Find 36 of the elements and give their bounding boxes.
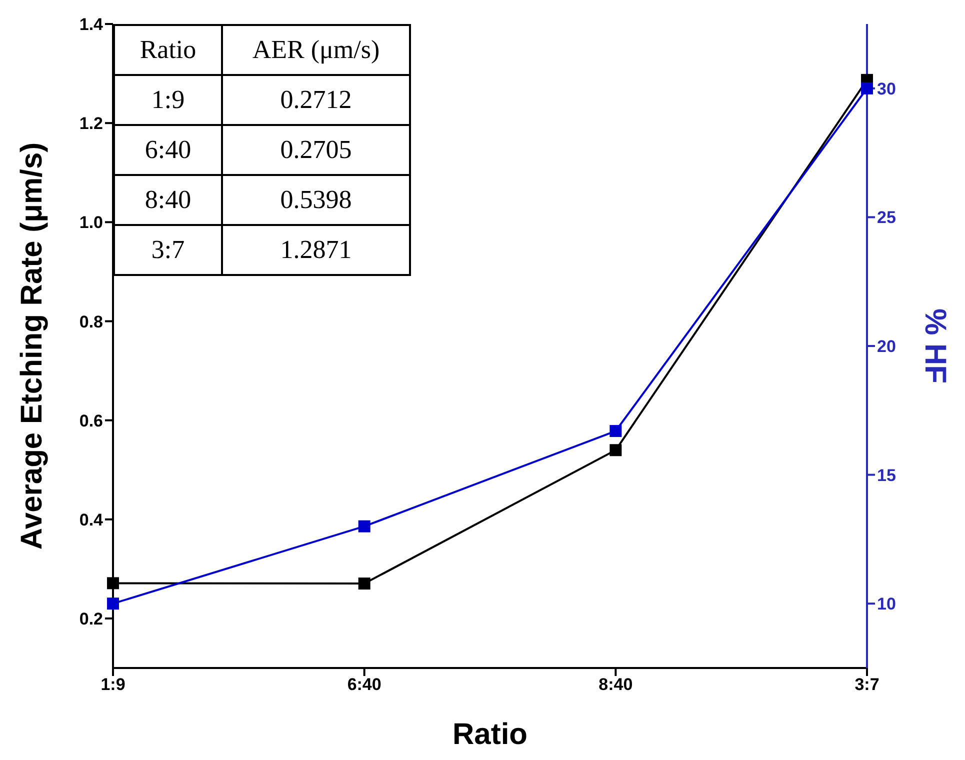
x-tick-label: 1:9 [100, 675, 126, 694]
y2-tick-label: 10 [877, 594, 896, 614]
point [107, 598, 119, 610]
x-tick-label: 6:40 [347, 675, 382, 694]
y-tick-label: 1.0 [79, 213, 103, 232]
point [107, 577, 119, 590]
x-tick-label: 8:40 [598, 675, 633, 694]
annotation: 0.5398 [222, 175, 410, 225]
point [861, 82, 873, 94]
y2-tick-label: 20 [877, 337, 896, 356]
y-tick-label: 1.4 [79, 15, 104, 34]
x-tick-label: 3:7 [854, 675, 880, 694]
point [610, 444, 622, 456]
annotation: 1.2871 [222, 225, 410, 275]
annotation: AER (μm/s) [222, 25, 410, 75]
y2-tick-label: 15 [877, 466, 896, 485]
annotation: 3:7 [114, 225, 222, 275]
y-tick-label: 0.6 [79, 411, 103, 430]
y2-axis-title: % HF [918, 308, 952, 384]
y-tick-label: 0.4 [79, 510, 104, 530]
point [610, 425, 622, 438]
annotation: 6:40 [114, 125, 222, 175]
point [358, 578, 370, 590]
y2-tick-label: 25 [877, 208, 896, 228]
y-axis-title: Average Etching Rate (μm/s) [16, 142, 48, 550]
y-tick-label: 0.8 [79, 312, 103, 332]
y-tick-label: 1.2 [79, 114, 103, 134]
annotation: Ratio [114, 25, 222, 75]
annotation: 8:40 [114, 175, 222, 225]
annotation: 0.2712 [222, 75, 410, 125]
y2-tick-label: 30 [877, 79, 896, 98]
x-axis-title: Ratio [452, 718, 528, 751]
annotation: 0.2705 [222, 125, 410, 175]
annotation: 1:9 [114, 75, 222, 125]
point [358, 520, 370, 532]
y-tick-label: 0.2 [79, 609, 103, 628]
